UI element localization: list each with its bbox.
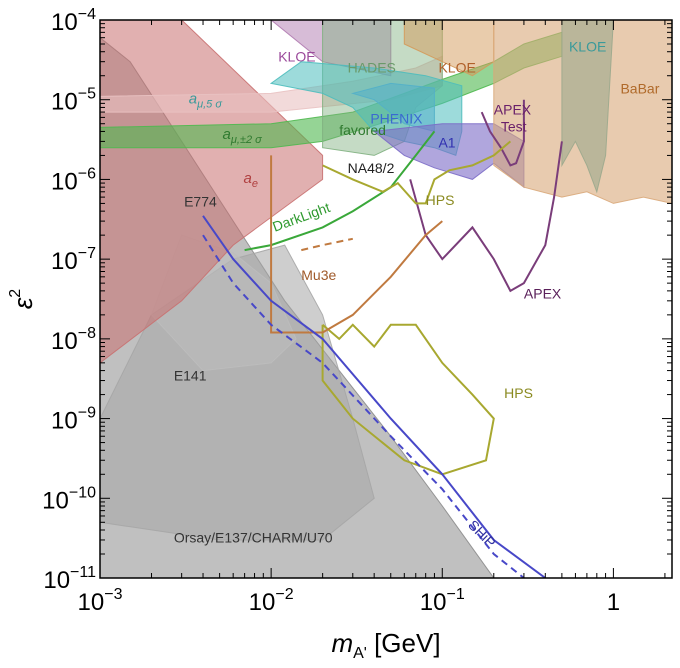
label-favored: favored <box>339 122 386 138</box>
curve-hps-lower <box>321 323 495 476</box>
label-babar: BaBar <box>620 80 659 96</box>
x-axis-title-subscript: A' <box>353 645 367 662</box>
label-na48-2: NA48/2 <box>348 160 395 176</box>
label-a-e: ae <box>244 170 258 190</box>
y-tick-label: 10−9 <box>51 405 96 435</box>
x-axis: 10−3 10−2 10−1 1 <box>78 20 666 616</box>
label-a1: A1 <box>438 135 455 151</box>
curve-hps-upper <box>322 140 512 205</box>
label-hps: HPS <box>426 192 455 208</box>
x-tick-label: 1 <box>607 589 620 616</box>
plot-frame <box>99 19 673 579</box>
label-mu3e: Mu3e <box>301 267 336 283</box>
label-hps: HPS <box>504 385 533 401</box>
x-axis-title: mA' [GeV] <box>331 628 440 662</box>
y-tick-label: 10−7 <box>51 245 96 275</box>
y-axis: 10−4 10−5 10−6 10−7 10−8 10−9 10−10 10−11 <box>42 6 672 594</box>
label-a-5: aμ,5 σ <box>189 90 223 110</box>
label-apex: APEX <box>524 286 562 302</box>
y-tick-label: 10−4 <box>51 6 96 36</box>
y-axis-title: ε2 <box>7 289 38 309</box>
y-tick-label: 10−11 <box>43 564 96 594</box>
label-hades: HADES <box>348 59 396 75</box>
x-tick-label: 10−2 <box>249 586 294 616</box>
curve-apex-test <box>480 99 525 167</box>
label-apex: APEX <box>494 102 532 118</box>
curve-darklight-dashed <box>301 237 354 252</box>
y-axis-title-exponent: 2 <box>7 289 24 298</box>
y-tick-label: 10−6 <box>51 165 96 195</box>
exclusion-regions <box>100 20 672 578</box>
y-tick-label: 10−5 <box>51 86 96 116</box>
curve-ship <box>202 215 546 578</box>
curve-mu3e <box>270 155 443 334</box>
label-e141: E141 <box>174 368 207 384</box>
y-axis-title-symbol: ε <box>8 297 38 309</box>
label-phenix: PHENIX <box>370 111 423 127</box>
curve-apex <box>409 141 563 293</box>
label-test: Test <box>501 118 527 134</box>
curve-ship-dashed <box>202 234 525 578</box>
x-tick-label: 10−3 <box>78 586 123 616</box>
x-axis-title-symbol: m <box>331 628 353 658</box>
y-tick-label: 10−8 <box>51 325 96 355</box>
label-e774: E774 <box>184 193 217 209</box>
region-babar <box>493 20 672 204</box>
label-kloe: KLOE <box>278 49 315 65</box>
y-tick-label: 10−10 <box>42 484 96 514</box>
x-tick-label: 10−1 <box>420 586 465 616</box>
label-orsay-e137-charm-u70: Orsay/E137/CHARM/U70 <box>174 529 333 545</box>
sensitivity-curves <box>202 99 563 578</box>
x-axis-title-unit: [GeV] <box>367 628 441 658</box>
label-kloe: KLOE <box>438 59 475 75</box>
label-a-2: aμ,±2 σ <box>223 126 263 146</box>
label-kloe: KLOE <box>569 39 606 55</box>
